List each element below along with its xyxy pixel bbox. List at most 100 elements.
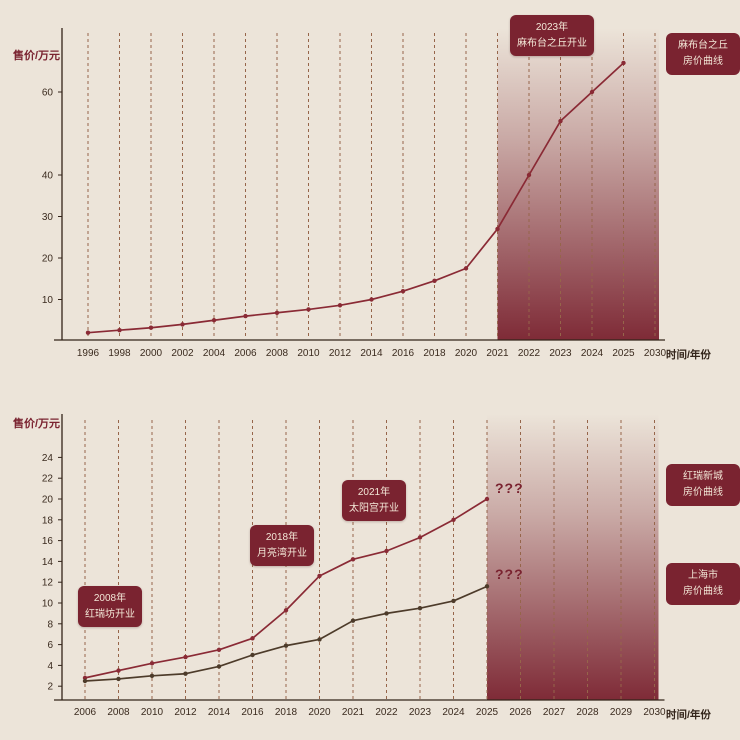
data-point bbox=[451, 517, 456, 522]
x-tick-label: 1998 bbox=[108, 348, 131, 359]
y-tick-label: 30 bbox=[42, 212, 54, 223]
annotation-text: 太阳宫开业 bbox=[349, 502, 399, 514]
y-tick-label: 14 bbox=[42, 557, 54, 568]
x-tick-label: 2026 bbox=[509, 707, 532, 718]
data-point bbox=[484, 584, 490, 589]
chart-shanghai: 2 4 6 8 10 12 14 16 18 20 22 24 2006 2008 2010 2012 2014… bbox=[0, 370, 740, 740]
data-point bbox=[149, 661, 155, 666]
x-tick-label: 2028 bbox=[576, 707, 599, 718]
data-point bbox=[400, 289, 406, 294]
x-tick-label: 2022 bbox=[518, 348, 541, 359]
annotation-2023-opening: 2023年 麻布台之丘开业 bbox=[510, 15, 594, 56]
future-gradient-band bbox=[487, 414, 659, 700]
legend-shanghai-curve: 上海市 房价曲线 bbox=[666, 563, 740, 605]
data-point bbox=[306, 307, 311, 312]
y-tick-label: 4 bbox=[47, 661, 53, 672]
x-tick-label: 2006 bbox=[234, 348, 257, 359]
data-point bbox=[82, 675, 88, 681]
data-point bbox=[216, 647, 222, 652]
x-tick-label: 2008 bbox=[266, 348, 289, 359]
annotation-text: 红瑞坊开业 bbox=[85, 608, 135, 620]
y-tick-label: 20 bbox=[42, 495, 54, 506]
data-point bbox=[317, 637, 322, 642]
x-tick-label: 2012 bbox=[329, 348, 352, 359]
data-point bbox=[243, 313, 248, 319]
data-point bbox=[484, 496, 490, 502]
x-tick-label: 2018 bbox=[275, 707, 298, 718]
x-axis-title: 时间/年份 bbox=[666, 709, 711, 721]
x-tick-label: 2010 bbox=[141, 707, 164, 718]
annotation-2008-opening: 2008年 红瑞坊开业 bbox=[78, 586, 142, 627]
x-tick-label: 2020 bbox=[455, 348, 478, 359]
data-point bbox=[417, 606, 423, 611]
data-point bbox=[250, 636, 255, 641]
x-tick-label: 2023 bbox=[549, 348, 572, 359]
x-tick-label: 2016 bbox=[392, 348, 415, 359]
annotation-year: 2023年 bbox=[535, 22, 569, 33]
x-tick-label: 2022 bbox=[375, 707, 398, 718]
y-tick-label: 22 bbox=[42, 474, 54, 485]
annotation-text: 麻布台之丘开业 bbox=[517, 37, 587, 49]
data-point bbox=[589, 89, 595, 95]
x-tick-label: 2025 bbox=[476, 707, 499, 718]
legend-hongrui-curve: 红瑞新城 房价曲线 bbox=[666, 464, 740, 506]
annotation-year: 2008年 bbox=[93, 593, 127, 604]
data-point bbox=[274, 310, 280, 315]
x-tick-label: 2029 bbox=[610, 707, 633, 718]
x-tick-label: 2024 bbox=[442, 707, 465, 718]
x-tick-label: 2027 bbox=[543, 707, 566, 718]
x-tick-label: 2023 bbox=[409, 707, 432, 718]
data-point bbox=[283, 643, 289, 648]
legend-azabudai-curve: 麻布台之丘 房价曲线 bbox=[666, 33, 740, 75]
legend-line1: 红瑞新城 bbox=[683, 471, 723, 482]
annotation-2018-opening: 2018年 月亮湾开业 bbox=[250, 525, 314, 566]
data-point bbox=[180, 322, 185, 327]
y-tick-label: 2 bbox=[47, 682, 53, 693]
y-tick-label: 10 bbox=[42, 599, 54, 610]
data-point bbox=[82, 678, 88, 684]
data-point bbox=[149, 673, 155, 678]
x-tick-label: 2024 bbox=[581, 348, 604, 359]
data-point bbox=[417, 535, 423, 540]
unknown-future-value-shanghai: ??? bbox=[495, 566, 524, 582]
legend-line2: 房价曲线 bbox=[683, 56, 723, 67]
annotation-text: 月亮湾开业 bbox=[257, 547, 307, 559]
x-tick-label: 2014 bbox=[208, 707, 231, 718]
data-point bbox=[216, 664, 222, 669]
y-tick-label: 10 bbox=[42, 295, 54, 306]
data-point bbox=[211, 318, 217, 323]
x-tick-label: 2014 bbox=[360, 348, 383, 359]
data-point bbox=[432, 278, 437, 284]
x-tick-label: 2006 bbox=[74, 707, 97, 718]
data-point bbox=[350, 557, 356, 562]
x-tick-label: 2002 bbox=[171, 348, 194, 359]
annotation-year: 2018年 bbox=[265, 532, 299, 543]
y-tick-label: 20 bbox=[42, 254, 54, 265]
data-point bbox=[337, 303, 343, 308]
series-line bbox=[87, 62, 625, 334]
data-point bbox=[317, 573, 322, 579]
x-tick-label: 1996 bbox=[77, 348, 100, 359]
data-point bbox=[85, 330, 91, 335]
y-axis-title: 售价/万元 bbox=[13, 418, 61, 430]
legend-line2: 房价曲线 bbox=[683, 487, 723, 498]
x-tick-label: 2030 bbox=[644, 348, 667, 359]
x-tick-label: 2025 bbox=[612, 348, 635, 359]
data-point bbox=[183, 654, 188, 660]
x-tick-label: 2000 bbox=[140, 348, 163, 359]
data-point bbox=[384, 611, 389, 616]
data-point bbox=[369, 297, 374, 302]
y-tick-label: 24 bbox=[42, 453, 54, 464]
y-tick-label: 6 bbox=[47, 640, 53, 651]
x-tick-label: 2021 bbox=[342, 707, 365, 718]
legend-line1: 上海市 bbox=[688, 570, 718, 581]
y-tick-label: 12 bbox=[42, 578, 54, 589]
x-tick-label: 2010 bbox=[297, 348, 320, 359]
data-point bbox=[526, 172, 532, 178]
data-point bbox=[183, 671, 188, 676]
legend-line2: 房价曲线 bbox=[683, 586, 723, 597]
legend-line1: 麻布台之丘 bbox=[678, 40, 728, 51]
data-point bbox=[116, 676, 121, 682]
